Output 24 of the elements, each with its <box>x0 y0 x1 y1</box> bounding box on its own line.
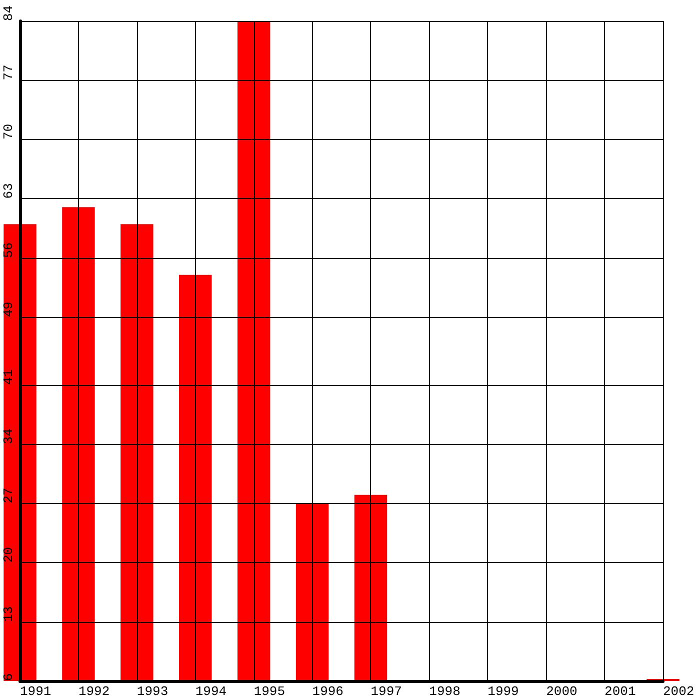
y-tick-label: 49 <box>1 302 16 318</box>
y-tick-label: 70 <box>1 124 16 140</box>
y-tick-label: 13 <box>1 606 16 622</box>
x-tick-label: 1991 <box>20 684 52 699</box>
y-tick-label: 20 <box>1 546 16 563</box>
x-tick-label: 1998 <box>429 684 460 699</box>
x-tick-label: 1994 <box>195 684 227 699</box>
x-tick-label: 1993 <box>136 684 168 699</box>
y-tick-label: 77 <box>1 64 16 80</box>
y-tick-label: 63 <box>1 183 16 199</box>
x-tick-label: 1992 <box>78 684 110 699</box>
y-tick-label: 34 <box>1 428 16 444</box>
x-tick-label: 1996 <box>312 684 344 699</box>
x-tick-label: 2002 <box>663 684 694 699</box>
y-tick-label: 27 <box>1 488 16 504</box>
x-tick-label: 2000 <box>546 684 578 699</box>
x-tick-label: 2001 <box>604 684 636 699</box>
x-tick-label: 1995 <box>254 684 286 699</box>
y-tick-label: 41 <box>1 369 16 385</box>
y-tick-label: 56 <box>1 242 16 258</box>
x-tick-label: 1997 <box>370 684 402 699</box>
x-tick-label: 1999 <box>488 684 519 699</box>
y-tick-label: 6 <box>1 673 16 681</box>
y-tick-label: 84 <box>1 5 16 21</box>
